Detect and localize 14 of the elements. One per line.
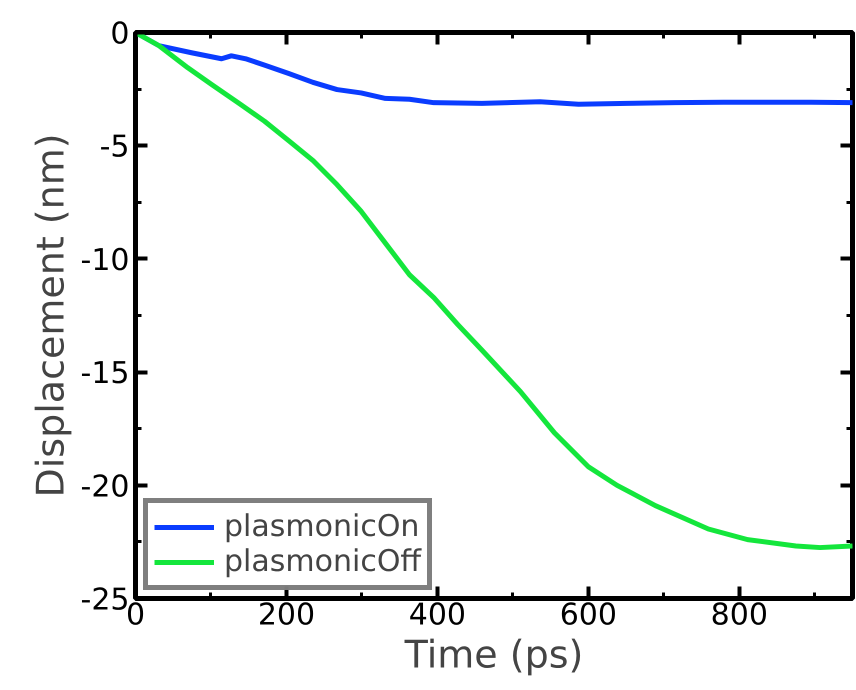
y-tick-label: -5 bbox=[100, 130, 130, 165]
x-tick-label: 200 bbox=[258, 598, 316, 632]
x-tick-label: 400 bbox=[408, 598, 466, 632]
y-tick-label: -25 bbox=[80, 582, 130, 618]
x-axis-title: Time (ps) bbox=[404, 632, 584, 676]
legend-label: plasmonicOff bbox=[224, 544, 422, 579]
x-tick-label: 800 bbox=[710, 598, 768, 632]
y-axis-title: Displacement (nm) bbox=[28, 133, 72, 498]
y-tick-label: 0 bbox=[110, 16, 130, 52]
legend-label: plasmonicOn bbox=[224, 509, 420, 544]
y-tick-label: -20 bbox=[80, 469, 130, 504]
y-tick-label: -15 bbox=[80, 356, 130, 392]
x-tick-label: 600 bbox=[560, 598, 617, 632]
y-tick-label: -10 bbox=[80, 242, 130, 278]
